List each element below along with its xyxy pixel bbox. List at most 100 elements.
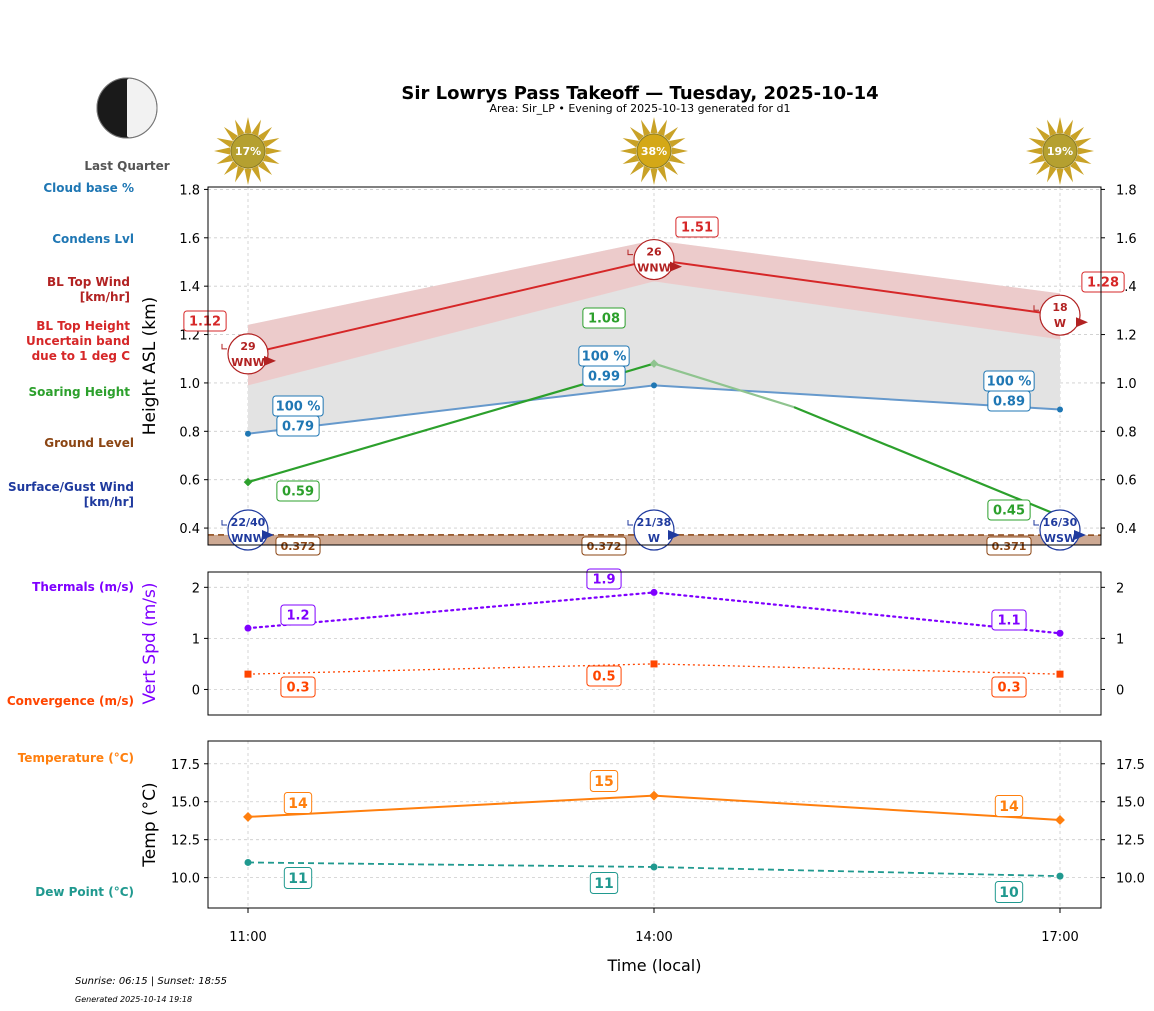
legend-surface-wind-line2: [km/hr] bbox=[84, 495, 134, 509]
soaring-label-box bbox=[987, 499, 1031, 521]
temperature-label-text: 14 bbox=[288, 796, 308, 812]
condens-label-text: 0.99 bbox=[588, 370, 620, 385]
thermals-label-box bbox=[280, 604, 316, 626]
moon-phase-icon bbox=[96, 77, 158, 139]
legend-bl-wind-line1: BL Top Wind bbox=[47, 275, 130, 289]
dewpoint-label-text: 11 bbox=[594, 876, 613, 892]
ground-level-label-text: 0.372 bbox=[281, 540, 316, 553]
sun-ray bbox=[1069, 126, 1085, 142]
surface-wind-indicator-arrow bbox=[1074, 530, 1086, 540]
sun-ray bbox=[1035, 160, 1051, 176]
convergence-point bbox=[244, 670, 252, 678]
sun-disc bbox=[230, 133, 266, 169]
surface-wind-indicator-circle bbox=[1039, 509, 1081, 551]
sun-ray bbox=[257, 126, 273, 142]
temperature-label-box bbox=[994, 795, 1024, 817]
x-tick-label: 17:00 bbox=[1041, 930, 1078, 945]
cloud-base-label-box bbox=[272, 395, 324, 417]
soaring-label: 0.45 bbox=[987, 499, 1031, 521]
condens-label-text: 0.79 bbox=[282, 420, 314, 435]
dewpoint-label: 11 bbox=[589, 872, 619, 894]
sun-ray bbox=[622, 137, 640, 148]
cloud-base-label-text: 100 % bbox=[987, 375, 1032, 390]
y-tick-label-right: 15.0 bbox=[1116, 796, 1145, 811]
sun-ray bbox=[629, 160, 645, 176]
dewpoint-label: 10 bbox=[994, 881, 1024, 903]
dewpoint-label: 11 bbox=[283, 867, 313, 889]
bl-top-label: 1.12 bbox=[183, 310, 227, 332]
moon-phase-label: Last Quarter bbox=[84, 159, 169, 173]
dewpoint-label-box bbox=[589, 872, 619, 894]
bl-top-label-text: 1.12 bbox=[189, 315, 221, 330]
ground-level-label: 0.372 bbox=[275, 536, 321, 556]
bl-wind-indicator-speed: 26 bbox=[646, 246, 662, 259]
temperature-label: 14 bbox=[283, 792, 313, 814]
sun-ray bbox=[257, 160, 273, 176]
y-tick-label-left: 1.2 bbox=[179, 329, 200, 344]
y-tick-label-left: 15.0 bbox=[171, 796, 200, 811]
dewpoint-point bbox=[650, 863, 658, 871]
surface-wind-indicator: 16/30 WSW bbox=[1033, 509, 1086, 551]
sun-ray bbox=[265, 147, 282, 155]
legend-bl-height-line3: due to 1 deg C bbox=[32, 349, 131, 363]
thermals-point bbox=[1056, 629, 1064, 637]
y-tick-label-left: 0 bbox=[192, 683, 200, 698]
sun-ray bbox=[1074, 137, 1092, 148]
sun-icon: 17% bbox=[214, 117, 282, 185]
bl-top-label: 1.28 bbox=[1081, 271, 1125, 293]
y-axis-label: Vert Spd (m/s) bbox=[140, 582, 160, 704]
y-tick-label-right: 1.0 bbox=[1116, 377, 1137, 392]
thermals-point bbox=[244, 624, 252, 632]
sun-ray bbox=[234, 165, 245, 183]
cloud-base-label-box bbox=[578, 345, 630, 367]
soaring-label-box bbox=[582, 307, 626, 329]
dewpoint-point bbox=[1056, 872, 1064, 880]
surface-wind-indicator-speed: 22/40 bbox=[231, 516, 266, 529]
y-tick-label-right: 17.5 bbox=[1116, 758, 1145, 773]
legend-convergence: Convergence (m/s) bbox=[7, 694, 134, 708]
thermals-label-text: 1.1 bbox=[997, 614, 1020, 629]
chart-title: Sir Lowrys Pass Takeoff — Tuesday, 2025-… bbox=[401, 83, 878, 104]
y-tick-label-right: 0.8 bbox=[1116, 425, 1137, 440]
convergence-point bbox=[650, 660, 658, 668]
surface-wind-indicator-circle bbox=[227, 509, 269, 551]
legend-condens: Condens Lvl bbox=[52, 232, 134, 246]
x-axis-label: Time (local) bbox=[606, 956, 701, 975]
convergence-label-text: 0.3 bbox=[286, 681, 309, 696]
bl-top-label-text: 1.51 bbox=[681, 221, 713, 236]
thermals-label-box bbox=[991, 609, 1027, 631]
sun-ray bbox=[663, 160, 679, 176]
sun-ray bbox=[668, 154, 686, 165]
condens-label: 0.99 bbox=[582, 365, 626, 387]
surface-wind-indicator-barb bbox=[627, 520, 633, 526]
surface-wind-indicator: 22/40 WNW bbox=[221, 509, 274, 551]
dewpoint-label-box bbox=[283, 867, 313, 889]
surface-wind-indicator-arrow bbox=[668, 530, 680, 540]
convergence-point bbox=[1056, 670, 1064, 678]
y-tick-label-right: 10.0 bbox=[1116, 872, 1145, 887]
sun-ray bbox=[251, 165, 262, 183]
legend-bl-wind-line2: [km/hr] bbox=[80, 290, 130, 304]
cloud-base-label-text: 100 % bbox=[276, 400, 321, 415]
y-tick-label-left: 1 bbox=[192, 632, 200, 647]
surface-wind-indicator-dir: WSW bbox=[1044, 532, 1076, 545]
sun-percent-label: 38% bbox=[641, 145, 667, 158]
bl-wind-indicator: 29 WNW bbox=[221, 333, 276, 375]
sun-ray bbox=[622, 154, 640, 165]
soaring-label-text: 1.08 bbox=[588, 312, 620, 327]
convergence-label: 0.5 bbox=[586, 665, 622, 687]
cloud-base-label: 100 % bbox=[272, 395, 324, 417]
legend-temperature: Temperature (°C) bbox=[18, 751, 134, 765]
sun-ray bbox=[1046, 119, 1057, 137]
plot-frame bbox=[207, 186, 1102, 546]
sun-ray bbox=[1056, 168, 1064, 185]
dewpoint-line bbox=[247, 861, 1061, 878]
thermals-label-text: 1.2 bbox=[286, 609, 309, 624]
y-tick-label-right: 0 bbox=[1116, 683, 1124, 698]
ground-level-label-box bbox=[581, 536, 627, 556]
bl-top-label-box bbox=[1081, 271, 1125, 293]
sun-ray bbox=[216, 154, 234, 165]
convergence-label-box bbox=[991, 676, 1027, 698]
bl-top-label-box bbox=[183, 310, 227, 332]
convergence-label: 0.3 bbox=[280, 676, 316, 698]
